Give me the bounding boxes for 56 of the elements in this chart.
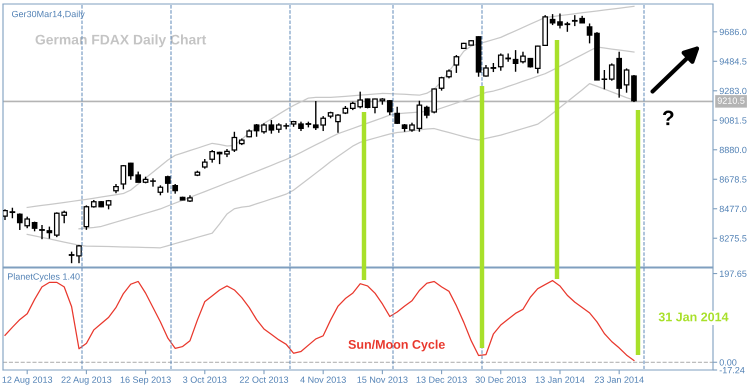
y-tick-label: 8477.0 bbox=[720, 206, 747, 212]
candlestick bbox=[276, 122, 282, 134]
y-tick-label: 9283.0 bbox=[720, 88, 747, 94]
x-tick-label: 15 Nov 2013 bbox=[357, 376, 408, 383]
candlestick bbox=[202, 158, 208, 170]
x-tick-label: 23 Jan 2014 bbox=[594, 376, 644, 383]
candlestick bbox=[61, 210, 68, 224]
y-tick-label: 0.00 bbox=[720, 359, 736, 366]
x-tick-label: 4 Nov 2013 bbox=[300, 376, 346, 383]
candlestick bbox=[572, 14, 578, 27]
candlestick bbox=[454, 54, 460, 74]
candlestick bbox=[128, 162, 134, 180]
candlestick bbox=[320, 115, 326, 132]
candlestick bbox=[172, 183, 178, 194]
y-tick-label: -17.24 bbox=[720, 366, 745, 374]
candlestick bbox=[120, 164, 126, 190]
x-tick-label: 22 Oct 2013 bbox=[240, 376, 288, 383]
text: ? bbox=[662, 110, 674, 126]
y-tick-label: 9686.0 bbox=[720, 28, 747, 36]
line-series bbox=[78, 46, 635, 230]
y-tick-label: 8678.5 bbox=[720, 176, 746, 183]
candlestick bbox=[608, 62, 615, 82]
candlestick bbox=[164, 174, 171, 194]
x-tick-label: 22 Aug 2013 bbox=[61, 376, 112, 385]
y-tick-label: 8880.0 bbox=[720, 146, 747, 154]
candlestick bbox=[424, 105, 430, 119]
candlestick bbox=[498, 52, 504, 72]
candlestick bbox=[16, 212, 23, 231]
y-tick-label: 9484.5 bbox=[720, 58, 746, 65]
annotation: Sun/Moon Cycle bbox=[348, 340, 445, 352]
x-tick-label: 13 Jan 2014 bbox=[536, 376, 585, 383]
text: 31 Jan 2014 bbox=[658, 312, 728, 322]
annotation: Ger30Mar14,Daily bbox=[12, 10, 85, 19]
candlestick bbox=[24, 216, 30, 229]
x-tick-label: 16 Sep 2013 bbox=[120, 376, 171, 385]
x-tick-label: 13 Dec 2013 bbox=[416, 376, 467, 383]
y-tick-label: 9081.5 bbox=[720, 117, 746, 124]
candlestick bbox=[158, 184, 164, 196]
x-tick-label: 30 Dec 2013 bbox=[476, 376, 526, 383]
candlestick bbox=[113, 183, 119, 194]
candlestick bbox=[54, 212, 60, 238]
y-tick-label: 197.65 bbox=[720, 270, 746, 277]
candlestick bbox=[394, 106, 400, 125]
candlestick bbox=[32, 220, 38, 232]
y-tick-label: 8275.5 bbox=[720, 235, 746, 242]
line-series bbox=[4, 280, 635, 362]
candlestick bbox=[534, 44, 541, 74]
x-tick-label: 12 Aug 2013 bbox=[2, 376, 52, 385]
candlestick bbox=[312, 100, 319, 131]
annotation: German FDAX Daily Chart bbox=[36, 34, 206, 48]
annotation: PlanetCycles 1.40 bbox=[8, 273, 80, 282]
candlestick bbox=[232, 131, 238, 153]
ref-line-label: 9210.5 bbox=[718, 97, 744, 104]
x-tick-label: 3 Oct 2013 bbox=[183, 376, 226, 383]
candlestick bbox=[386, 99, 393, 116]
candlestick bbox=[84, 204, 90, 231]
